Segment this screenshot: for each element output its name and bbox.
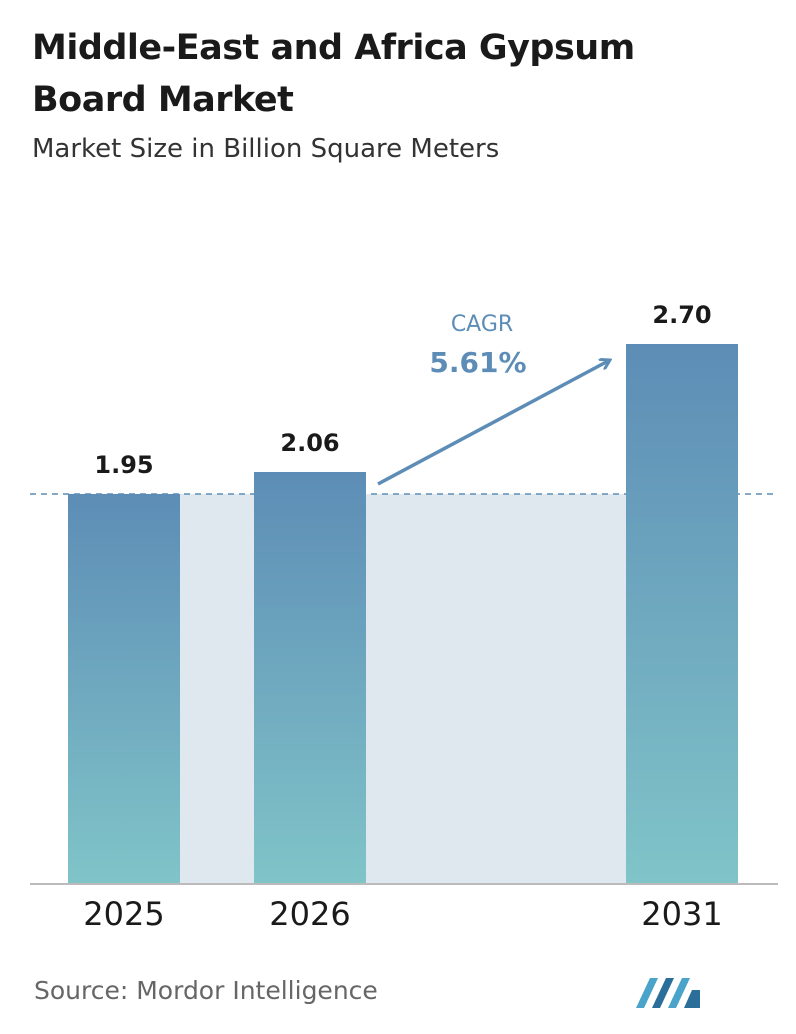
chart-title: Middle-East and Africa Gypsum Board Mark… [32, 28, 635, 120]
x-tick-label: 2025 [83, 895, 164, 933]
x-tick-label: 2026 [269, 895, 350, 933]
plot: 1.95 2025 2.06 2026 2.70 2031 CAGR 5.61% [30, 301, 778, 933]
bar [68, 494, 180, 884]
x-tick-label: 2031 [641, 895, 722, 933]
source: Source: Mordor Intelligence [34, 976, 378, 1005]
bar [254, 472, 366, 884]
cagr-value: 5.61% [429, 346, 526, 379]
chart-subtitle: Market Size in Billion Square Meters [32, 134, 500, 164]
value-label: 2.70 [652, 301, 711, 329]
cagr-label: CAGR [451, 312, 513, 337]
value-label: 2.06 [280, 429, 339, 457]
logo [636, 978, 700, 1008]
value-label: 1.95 [94, 451, 153, 479]
bar [626, 344, 738, 884]
cagr-arrow [377, 360, 610, 486]
